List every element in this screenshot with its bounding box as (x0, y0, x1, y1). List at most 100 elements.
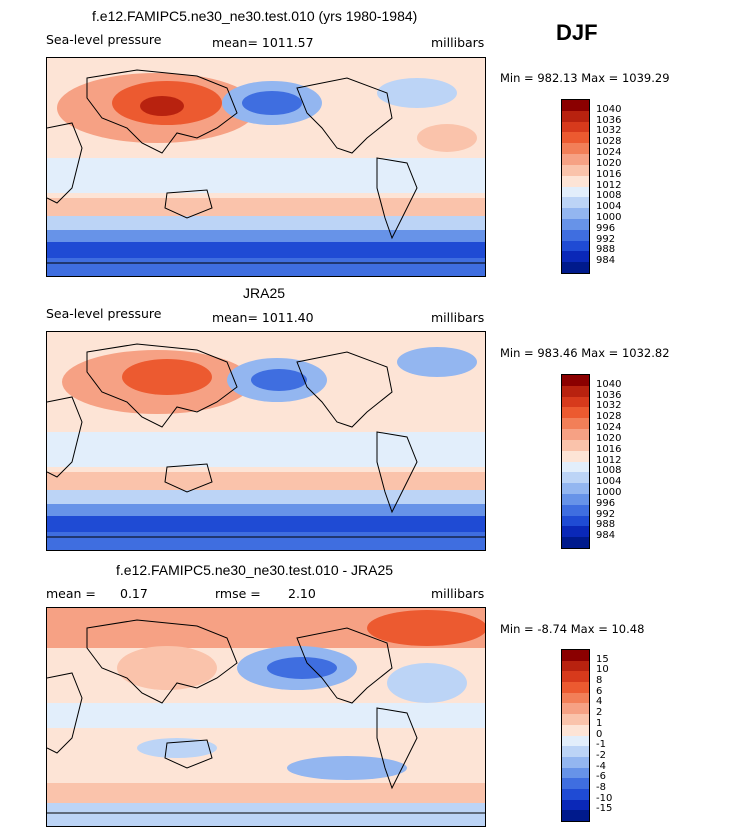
colorbar-swatch (562, 143, 589, 155)
panel1-field-label: Sea-level pressure (46, 32, 162, 47)
colorbar-tick-label: 996 (596, 222, 616, 234)
colorbar-tick-label: 984 (596, 530, 616, 542)
colorbar-tick-label: 1032 (596, 125, 622, 137)
colorbar-swatch (562, 164, 589, 176)
south-america-coastline (376, 157, 418, 240)
colorbar-swatch (562, 799, 589, 811)
panel3-mean-value: 0.17 (120, 586, 148, 601)
colorbar-tick-label: 1028 (596, 411, 622, 423)
colorbar-tick-label: 1032 (596, 400, 622, 412)
colorbar-swatch (562, 175, 589, 187)
panel2-minmax: Min = 983.46 Max = 1032.82 (500, 346, 670, 360)
colorbar-swatch (562, 746, 589, 757)
colorbar-tick-label: 1024 (596, 147, 622, 159)
colorbar-tick-label: 1040 (596, 378, 622, 390)
colorbar-swatch (562, 714, 589, 725)
panel1-mean: mean= 1011.57 (212, 35, 314, 50)
colorbar-tick-label: 1008 (596, 190, 622, 202)
colorbar-swatch (562, 504, 589, 516)
panel1-minmax: Min = 982.13 Max = 1039.29 (500, 71, 670, 85)
panel3-colorbar-labels: 15 10 8 6 4 2 1 0 -1 -2 -4 -6 -8 -10 -15 (596, 649, 646, 820)
asia-coastline (86, 69, 238, 154)
season-label: DJF (556, 20, 598, 45)
colorbar-swatch (562, 724, 589, 736)
colorbar-tick-label: -8 (596, 781, 606, 793)
colorbar-swatch (562, 735, 589, 747)
panel3-minmax: Min = -8.74 Max = 10.48 (500, 622, 645, 636)
panel3-rmse-value: 2.10 (288, 586, 316, 601)
panel1-colorbar (561, 99, 590, 274)
colorbar-tick-label: 1016 (596, 443, 622, 455)
panel2-map-svg (47, 332, 485, 550)
colorbar-swatch (562, 483, 589, 494)
panel1-units: millibars (431, 35, 485, 50)
colorbar-tick-label: 1012 (596, 179, 622, 191)
colorbar-tick-label: 8 (596, 675, 603, 687)
colorbar-swatch (562, 660, 589, 672)
colorbar-swatch (562, 407, 589, 419)
colorbar-swatch (562, 526, 589, 538)
colorbar-swatch (562, 756, 589, 768)
colorbar-swatch (562, 396, 589, 408)
colorbar-tick-label: 1004 (596, 201, 622, 213)
colorbar-swatch (562, 450, 589, 462)
colorbar-swatch (562, 208, 589, 219)
africa-coastline (47, 122, 83, 204)
colorbar-tick-label: 1036 (596, 389, 622, 401)
colorbar-swatch (562, 778, 589, 789)
colorbar-swatch (562, 154, 589, 165)
panel2-colorbar-swatches (562, 375, 589, 548)
panel3-title: f.e12.FAMIPC5.ne30_ne30.test.010 - JRA25 (116, 562, 394, 578)
colorbar-swatch (562, 375, 589, 386)
panel1-map-svg (47, 58, 485, 276)
colorbar-tick-label: -1 (596, 739, 606, 751)
colorbar-swatch (562, 429, 589, 440)
panel2-mean: mean= 1011.40 (212, 310, 314, 325)
colorbar-swatch (562, 692, 589, 704)
colorbar-tick-label: -4 (596, 760, 606, 772)
colorbar-swatch (562, 132, 589, 144)
colorbar-swatch (562, 418, 589, 430)
panel2-map (46, 331, 486, 551)
colorbar-tick-label: 992 (596, 508, 616, 520)
colorbar-tick-label: -10 (596, 792, 613, 804)
panel2-units: millibars (431, 310, 485, 325)
colorbar-tick-label: 1028 (596, 136, 622, 148)
siberian-high (122, 359, 212, 395)
colorbar-swatch (562, 121, 589, 133)
panel1-equatorial-band (47, 158, 485, 193)
colorbar-swatch (562, 461, 589, 473)
colorbar-swatch (562, 671, 589, 683)
colorbar-swatch (562, 537, 589, 548)
colorbar-swatch (562, 703, 589, 715)
colorbar-tick-label: 1020 (596, 157, 622, 169)
colorbar-tick-label: 1020 (596, 432, 622, 444)
colorbar-swatch (562, 218, 589, 230)
panel3-rmse-label: rmse = (215, 586, 261, 601)
colorbar-swatch (562, 186, 589, 198)
colorbar-tick-label: 988 (596, 519, 616, 531)
colorbar-tick-label: 10 (596, 664, 609, 676)
colorbar-swatch (562, 240, 589, 252)
panel1-map (46, 57, 486, 277)
colorbar-tick-label: 988 (596, 244, 616, 256)
colorbar-swatch (562, 251, 589, 263)
colorbar-tick-label: 1016 (596, 168, 622, 180)
colorbar-tick-label: 1000 (596, 486, 622, 498)
colorbar-tick-label: 2 (596, 707, 603, 719)
colorbar-tick-label: 984 (596, 255, 616, 267)
colorbar-tick-label: 1040 (596, 103, 622, 115)
colorbar-swatch (562, 650, 589, 661)
colorbar-tick-label: 1 (596, 717, 603, 729)
panel1-subtropical-high (47, 198, 485, 216)
colorbar-tick-label: 1012 (596, 454, 622, 466)
colorbar-tick-label: -6 (596, 771, 606, 783)
colorbar-tick-label: -15 (596, 803, 613, 815)
colorbar-swatch (562, 515, 589, 527)
colorbar-swatch (562, 493, 589, 505)
colorbar-swatch (562, 788, 589, 800)
colorbar-tick-label: 0 (596, 728, 603, 740)
colorbar-swatch (562, 100, 589, 111)
colorbar-tick-label: -2 (596, 749, 606, 761)
panel3-units: millibars (431, 586, 485, 601)
